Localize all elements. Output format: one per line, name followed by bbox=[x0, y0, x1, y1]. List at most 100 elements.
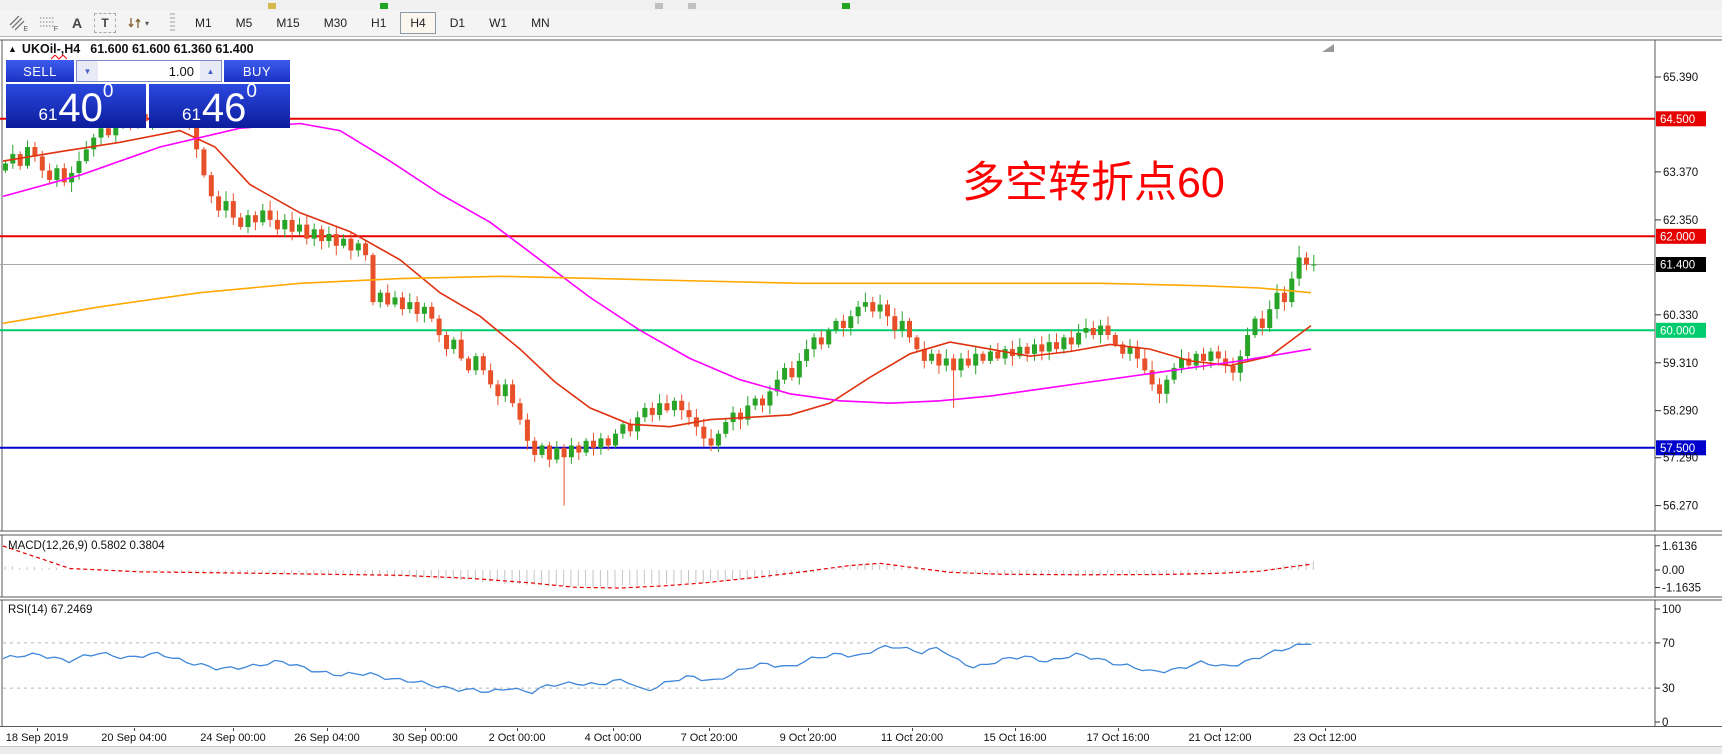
chart-text-annotation: 多空转折点60 bbox=[962, 159, 1225, 207]
time-axis-tick bbox=[37, 728, 38, 731]
rsi-axis-label: 70 bbox=[1662, 638, 1675, 650]
volume-decrease-button[interactable]: ▼ bbox=[77, 61, 98, 81]
time-axis-tick bbox=[134, 728, 135, 731]
timeframe-buttons: M1 M5 M15 M30 H1 H4 D1 W1 MN bbox=[183, 12, 562, 34]
macd-histogram bbox=[4, 561, 1314, 588]
time-axis-label: 2 Oct 00:00 bbox=[488, 732, 546, 744]
buy-price-major: 61 bbox=[182, 105, 201, 124]
chart-toolbar: E F A T ▾ M1 M5 M15 M30 H1 H4 D1 W1 MN bbox=[0, 10, 1722, 37]
time-axis-tick bbox=[517, 728, 518, 731]
sell-price-point: 0 bbox=[102, 81, 114, 102]
time-axis-label: 20 Sep 04:00 bbox=[101, 732, 167, 744]
volume-increase-button[interactable]: ▲ bbox=[200, 61, 221, 81]
sell-price-panel[interactable]: 61 40 0 bbox=[6, 81, 146, 130]
timeframe-button-m1[interactable]: M1 bbox=[195, 16, 212, 30]
timeframe-button-h1[interactable]: H1 bbox=[371, 16, 387, 30]
toolbar-stub-icon bbox=[380, 3, 388, 9]
chart-shift-marker bbox=[1322, 44, 1334, 52]
y-axis-tick-label: 59.310 bbox=[1663, 358, 1698, 370]
rsi-axis-label: 0 bbox=[1662, 717, 1668, 728]
ohlc-values: 61.600 61.600 61.360 61.400 bbox=[90, 42, 254, 56]
buy-price-panel[interactable]: 61 46 0 bbox=[149, 81, 290, 128]
y-axis-tick-label: 57.290 bbox=[1663, 453, 1698, 465]
timeframe-button-m5[interactable]: M5 bbox=[235, 16, 253, 30]
price-chart-pane[interactable]: 64.500 62.000 60.000 57.500 61.400 65.390 63.3… bbox=[0, 36, 1722, 533]
macd-chart[interactable]: 1.6136 0.00 -1.1635 bbox=[0, 533, 1722, 598]
time-axis-label: 17 Oct 16:00 bbox=[1086, 732, 1150, 744]
time-axis-tick bbox=[425, 728, 426, 731]
svg-text:61.400: 61.400 bbox=[1660, 260, 1695, 272]
chart-title: ▲ UKOil-,H4 61.600 61.600 61.360 61.400 bbox=[8, 42, 254, 60]
price-level-label: 57.500 bbox=[1656, 440, 1706, 456]
y-axis-tick-label: 65.390 bbox=[1663, 72, 1698, 84]
rsi-axis-label: 100 bbox=[1662, 604, 1681, 616]
time-axis-label: 24 Sep 00:00 bbox=[200, 732, 266, 744]
svg-text:57.500: 57.500 bbox=[1660, 443, 1695, 455]
timeframe-button-m30[interactable]: M30 bbox=[323, 16, 348, 30]
ma-mid-magenta bbox=[2, 122, 1312, 405]
toolbar-stub-icon bbox=[688, 3, 696, 9]
equidistant-channel-icon[interactable]: E bbox=[4, 12, 30, 34]
grid-icon[interactable]: F bbox=[34, 12, 60, 34]
buy-button[interactable]: BUY bbox=[224, 60, 290, 82]
candlestick-chart[interactable]: 64.500 62.000 60.000 57.500 61.400 65.390 63.3… bbox=[0, 36, 1722, 533]
time-axis-label: 30 Sep 00:00 bbox=[392, 732, 458, 744]
svg-text:60.000: 60.000 bbox=[1660, 325, 1695, 337]
timeframe-button-mn[interactable]: MN bbox=[531, 16, 550, 30]
timeframe-button-m15[interactable]: M15 bbox=[276, 16, 300, 30]
timeframe-button-d1[interactable]: D1 bbox=[449, 16, 466, 30]
cycle-arrows-icon[interactable]: ▾ bbox=[120, 12, 156, 34]
sell-button[interactable]: SELL bbox=[6, 60, 74, 82]
macd-pane[interactable]: 1.6136 0.00 -1.1635 bbox=[0, 533, 1722, 598]
time-axis-label: 23 Oct 12:00 bbox=[1293, 732, 1357, 744]
time-axis-label: 4 Oct 00:00 bbox=[584, 732, 642, 744]
rsi-chart[interactable]: 100 70 30 0 bbox=[0, 598, 1722, 728]
time-axis-tick bbox=[709, 728, 710, 731]
buy-price-point: 0 bbox=[246, 81, 257, 102]
macd-axis-label: 1.6136 bbox=[1662, 541, 1697, 553]
volume-input[interactable] bbox=[98, 61, 200, 81]
time-axis-tick bbox=[233, 728, 234, 731]
red-squiggle-mark bbox=[51, 55, 67, 60]
text-box-icon[interactable]: T bbox=[94, 13, 116, 33]
toolbar-grip[interactable] bbox=[170, 13, 175, 33]
timeframe-button-w1[interactable]: W1 bbox=[489, 16, 508, 30]
rsi-pane[interactable]: 100 70 30 0 bbox=[0, 598, 1722, 728]
volume-spinner: ▼ ▲ bbox=[76, 60, 222, 82]
ma-slow-orange bbox=[2, 275, 1312, 325]
time-axis-label: 11 Oct 20:00 bbox=[880, 732, 944, 744]
price-level-label: 62.000 bbox=[1656, 228, 1706, 244]
sell-price-major: 61 bbox=[38, 105, 58, 124]
toolbar-stub-icon bbox=[842, 3, 850, 9]
time-axis-tick bbox=[1220, 728, 1221, 731]
macd-axis-label: -1.1635 bbox=[1662, 583, 1701, 595]
timeframe-button-h4[interactable]: H4 bbox=[400, 12, 436, 34]
y-axis-tick-label: 60.330 bbox=[1663, 310, 1698, 322]
sell-price-pips: 40 bbox=[58, 86, 103, 130]
bottom-bar bbox=[0, 746, 1722, 754]
y-axis-tick-label: 58.290 bbox=[1663, 406, 1698, 418]
time-axis-tick bbox=[327, 728, 328, 731]
time-axis-label: 21 Oct 12:00 bbox=[1188, 732, 1252, 744]
macd-axis-label: 0.00 bbox=[1662, 565, 1684, 577]
rsi-line bbox=[2, 643, 1312, 695]
time-axis-tick bbox=[613, 728, 614, 731]
svg-text:64.500: 64.500 bbox=[1660, 114, 1695, 126]
time-axis-label: 26 Sep 04:00 bbox=[294, 732, 360, 744]
time-axis-tick bbox=[1015, 728, 1016, 731]
ma-fast-red bbox=[2, 129, 1312, 428]
time-axis[interactable]: 18 Sep 2019 20 Sep 04:00 24 Sep 00:00 26 Se… bbox=[0, 728, 1722, 746]
one-click-panel-toggle[interactable]: ▲ bbox=[8, 44, 17, 54]
rsi-label: RSI(14) 67.2469 bbox=[8, 604, 93, 616]
rsi-axis-label: 30 bbox=[1662, 683, 1675, 695]
text-label-icon[interactable]: A bbox=[71, 15, 83, 31]
symbol-period-label: UKOil-,H4 bbox=[21, 42, 81, 56]
time-axis-label: 9 Oct 20:00 bbox=[779, 732, 837, 744]
time-axis-label: 7 Oct 20:00 bbox=[680, 732, 738, 744]
time-axis-label: 18 Sep 2019 bbox=[5, 732, 69, 744]
toolbar-stub-icon bbox=[268, 3, 276, 9]
svg-text:62.000: 62.000 bbox=[1660, 231, 1695, 243]
y-axis-tick-label: 63.370 bbox=[1663, 167, 1698, 179]
price-level-label: 60.000 bbox=[1656, 322, 1706, 338]
